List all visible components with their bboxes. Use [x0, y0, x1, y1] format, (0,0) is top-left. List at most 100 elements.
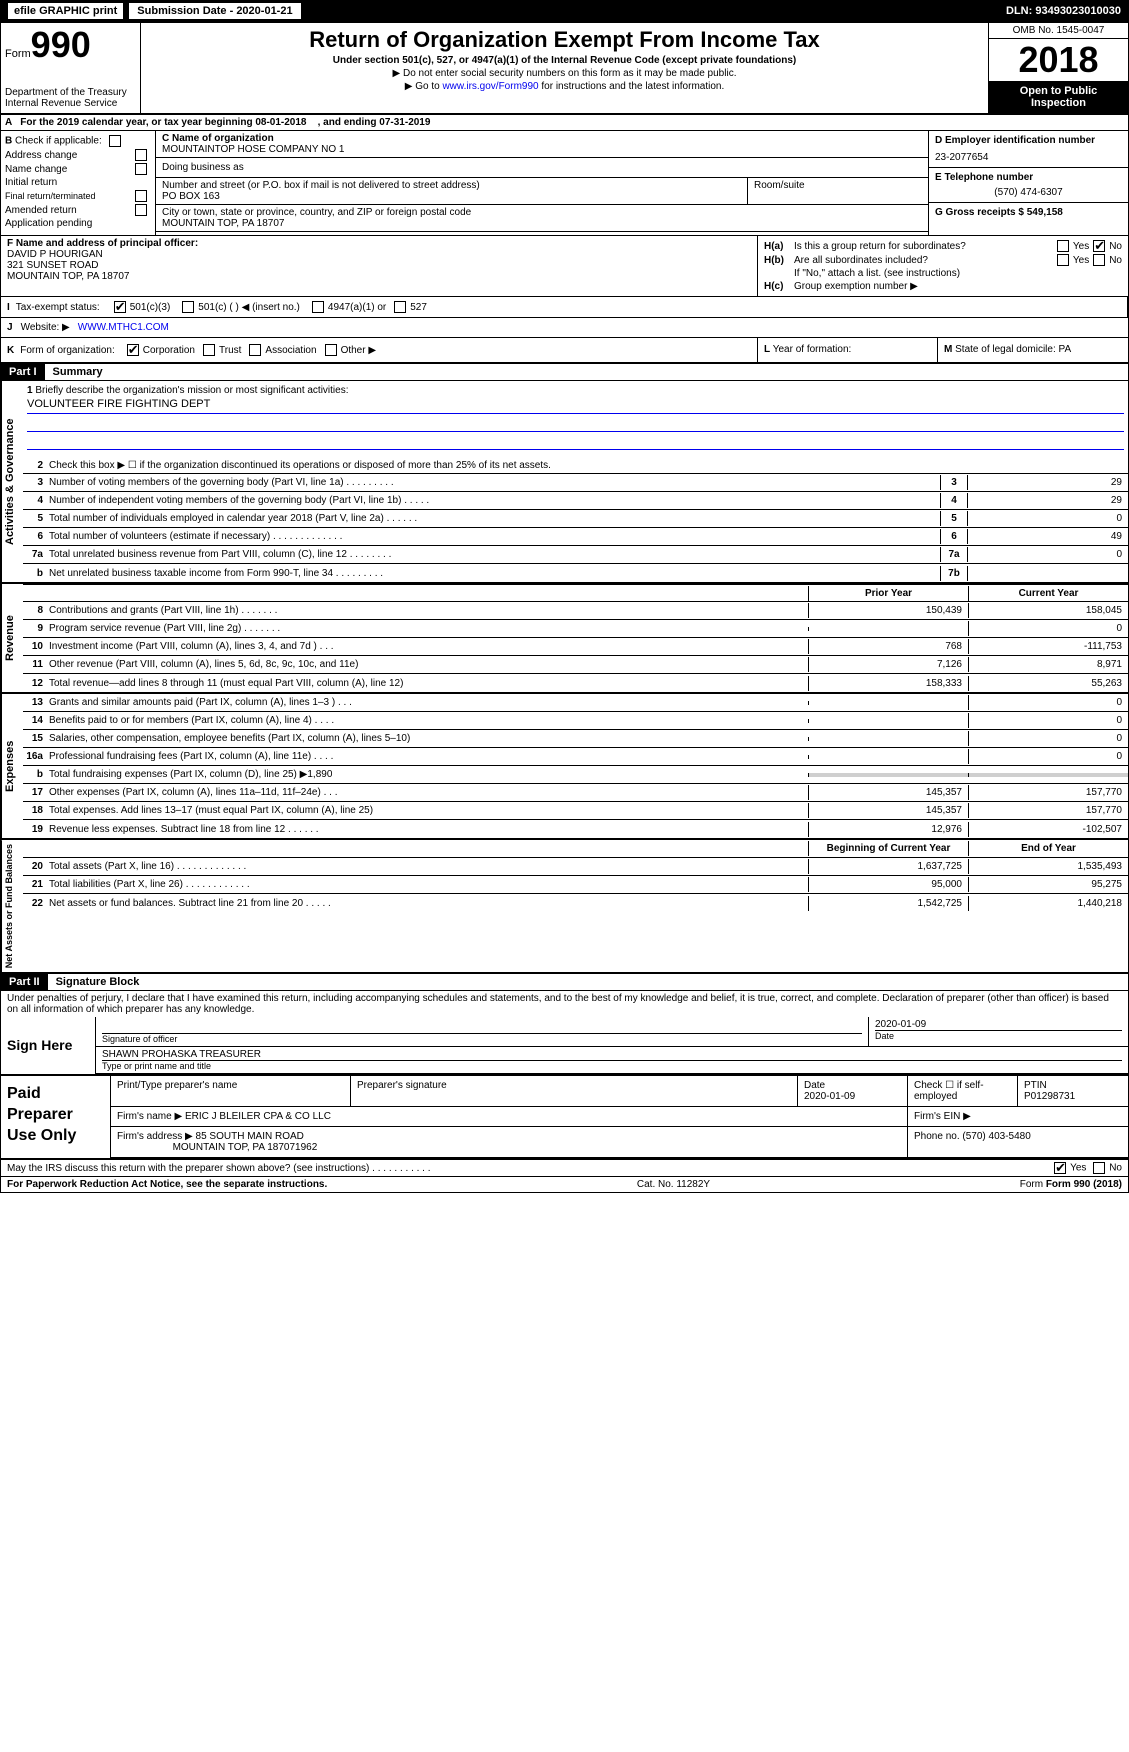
hb-yes-checkbox[interactable] — [1057, 254, 1069, 266]
label-a: A — [1, 115, 16, 130]
trust-checkbox[interactable] — [203, 344, 215, 356]
goto-note: ▶ Go to www.irs.gov/Form990 for instruct… — [149, 81, 980, 92]
501c3-checkbox[interactable] — [114, 301, 126, 313]
tax-year: 2018 — [989, 39, 1128, 81]
street-label: Number and street (or P.O. box if mail i… — [162, 180, 741, 191]
summary-row: 6Total number of volunteers (estimate if… — [23, 528, 1128, 546]
summary-row: 8Contributions and grants (Part VIII, li… — [23, 602, 1128, 620]
sig-date-label: Date — [875, 1030, 1122, 1041]
discuss-no-checkbox[interactable] — [1093, 1162, 1105, 1174]
col-k-form-org: K Form of organization: Corporation Trus… — [1, 338, 758, 362]
open-inspection: Open to Public Inspection — [989, 81, 1128, 113]
sign-here-label: Sign Here — [1, 1017, 96, 1074]
4947-checkbox[interactable] — [312, 301, 324, 313]
row-a: A For the 2019 calendar year, or tax yea… — [1, 115, 1128, 131]
sig-officer-label: Signature of officer — [102, 1033, 862, 1044]
part1-header-bar: Part I Summary — [1, 364, 1128, 381]
dba-label: Doing business as — [156, 158, 928, 178]
hb-no-checkbox[interactable] — [1093, 254, 1105, 266]
city-label: City or town, state or province, country… — [162, 207, 922, 218]
firm-ein-label: Firm's EIN ▶ — [908, 1107, 1128, 1126]
527-checkbox[interactable] — [394, 301, 406, 313]
part1-label: Part I — [1, 364, 45, 380]
officer-printed-name: SHAWN PROHASKA TREASURER — [102, 1049, 1122, 1060]
row-i-tax-status: I Tax-exempt status: 501(c)(3) 501(c) ( … — [1, 297, 1128, 317]
efile-label: efile GRAPHIC print — [8, 3, 123, 19]
ha-yes-checkbox[interactable] — [1057, 240, 1069, 252]
summary-row: 20Total assets (Part X, line 16) . . . .… — [23, 858, 1128, 876]
summary-row: 19Revenue less expenses. Subtract line 1… — [23, 820, 1128, 838]
summary-row: 16aProfessional fundraising fees (Part I… — [23, 748, 1128, 766]
col-c-org-info: C Name of organization MOUNTAINTOP HOSE … — [156, 131, 928, 235]
assoc-checkbox[interactable] — [249, 344, 261, 356]
ein-value: 23-2077654 — [935, 152, 1122, 163]
form-subtitle: Under section 501(c), 527, or 4947(a)(1)… — [149, 55, 980, 66]
summary-row: 5Total number of individuals employed in… — [23, 510, 1128, 528]
label-b: B — [5, 136, 12, 147]
preparer-name-header: Print/Type preparer's name — [111, 1076, 351, 1106]
summary-row: 15Salaries, other compensation, employee… — [23, 730, 1128, 748]
final-return-checkbox[interactable] — [135, 190, 147, 202]
other-checkbox[interactable] — [325, 344, 337, 356]
end-year-header: End of Year — [968, 841, 1128, 856]
officer-name: DAVID P HOURIGAN — [7, 249, 751, 260]
summary-row: 7aTotal unrelated business revenue from … — [23, 546, 1128, 564]
col-f-officer: F Name and address of principal officer:… — [1, 236, 758, 296]
firm-addr2: MOUNTAIN TOP, PA 187071962 — [173, 1142, 318, 1153]
part1-title: Summary — [45, 364, 111, 380]
col-d-ein: D Employer identification number 23-2077… — [928, 131, 1128, 235]
col-m-state: M State of legal domicile: PA — [938, 338, 1128, 362]
tel-label: E Telephone number — [935, 172, 1122, 183]
amended-checkbox[interactable] — [135, 204, 147, 216]
form-word: Form — [5, 48, 31, 60]
corp-checkbox[interactable] — [127, 344, 139, 356]
revenue-label: Revenue — [1, 584, 23, 692]
footer-final: For Paperwork Reduction Act Notice, see … — [1, 1177, 1128, 1192]
print-name-label: Type or print name and title — [102, 1060, 1122, 1071]
applicable-checkbox[interactable] — [109, 135, 121, 147]
summary-row: 9Program service revenue (Part VIII, lin… — [23, 620, 1128, 638]
city-value: MOUNTAIN TOP, PA 18707 — [162, 218, 922, 229]
summary-row: 21Total liabilities (Part X, line 26) . … — [23, 876, 1128, 894]
summary-row: 11Other revenue (Part VIII, column (A), … — [23, 656, 1128, 674]
website-link[interactable]: WWW.MTHC1.COM — [78, 322, 169, 333]
street-value: PO BOX 163 — [162, 191, 741, 202]
org-name-label: C Name of organization — [162, 133, 922, 144]
department-label: Department of the Treasury Internal Reve… — [5, 87, 136, 109]
officer-street: 321 SUNSET ROAD — [7, 260, 751, 271]
firm-addr1: 85 SOUTH MAIN ROAD — [196, 1131, 304, 1142]
preparer-sig-header: Preparer's signature — [351, 1076, 798, 1106]
summary-row: 4Number of independent voting members of… — [23, 492, 1128, 510]
irs-link[interactable]: www.irs.gov/Form990 — [442, 81, 538, 92]
part2-header-bar: Part II Signature Block — [1, 974, 1128, 991]
ha-no-checkbox[interactable] — [1093, 240, 1105, 252]
summary-row: 13Grants and similar amounts paid (Part … — [23, 694, 1128, 712]
part2-label: Part II — [1, 974, 48, 990]
org-name: MOUNTAINTOP HOSE COMPANY NO 1 — [162, 144, 922, 155]
firm-name: ERIC J BLEILER CPA & CO LLC — [185, 1111, 331, 1122]
officer-label: F Name and address of principal officer: — [7, 238, 751, 249]
summary-row: 12Total revenue—add lines 8 through 11 (… — [23, 674, 1128, 692]
summary-row: 10Investment income (Part VIII, column (… — [23, 638, 1128, 656]
form-title-section: Return of Organization Exempt From Incom… — [141, 23, 988, 113]
summary-row: 3Number of voting members of the governi… — [23, 474, 1128, 492]
col-b-checkboxes: B Check if applicable: Address change Na… — [1, 131, 156, 235]
501c-checkbox[interactable] — [182, 301, 194, 313]
activities-governance-label: Activities & Governance — [1, 381, 23, 582]
addr-change-checkbox[interactable] — [135, 149, 147, 161]
row-j-website: J Website: ▶ WWW.MTHC1.COM — [1, 318, 1128, 338]
perjury-statement: Under penalties of perjury, I declare th… — [1, 991, 1128, 1017]
paid-preparer-label: Paid Preparer Use Only — [1, 1076, 111, 1158]
summary-row: bTotal fundraising expenses (Part IX, co… — [23, 766, 1128, 784]
part2-title: Signature Block — [48, 974, 148, 990]
gross-receipts: G Gross receipts $ 549,158 — [929, 203, 1128, 222]
ssn-note: ▶ Do not enter social security numbers o… — [149, 68, 980, 79]
col-l-year: L Year of formation: — [758, 338, 938, 362]
name-change-checkbox[interactable] — [135, 163, 147, 175]
expenses-label: Expenses — [1, 694, 23, 838]
discuss-yes-checkbox[interactable] — [1054, 1162, 1066, 1174]
current-year-header: Current Year — [968, 586, 1128, 601]
omb-number: OMB No. 1545-0047 — [989, 23, 1128, 39]
form-number: 990 — [31, 24, 91, 65]
efile-header-bar: efile GRAPHIC print Submission Date - 20… — [0, 0, 1129, 22]
